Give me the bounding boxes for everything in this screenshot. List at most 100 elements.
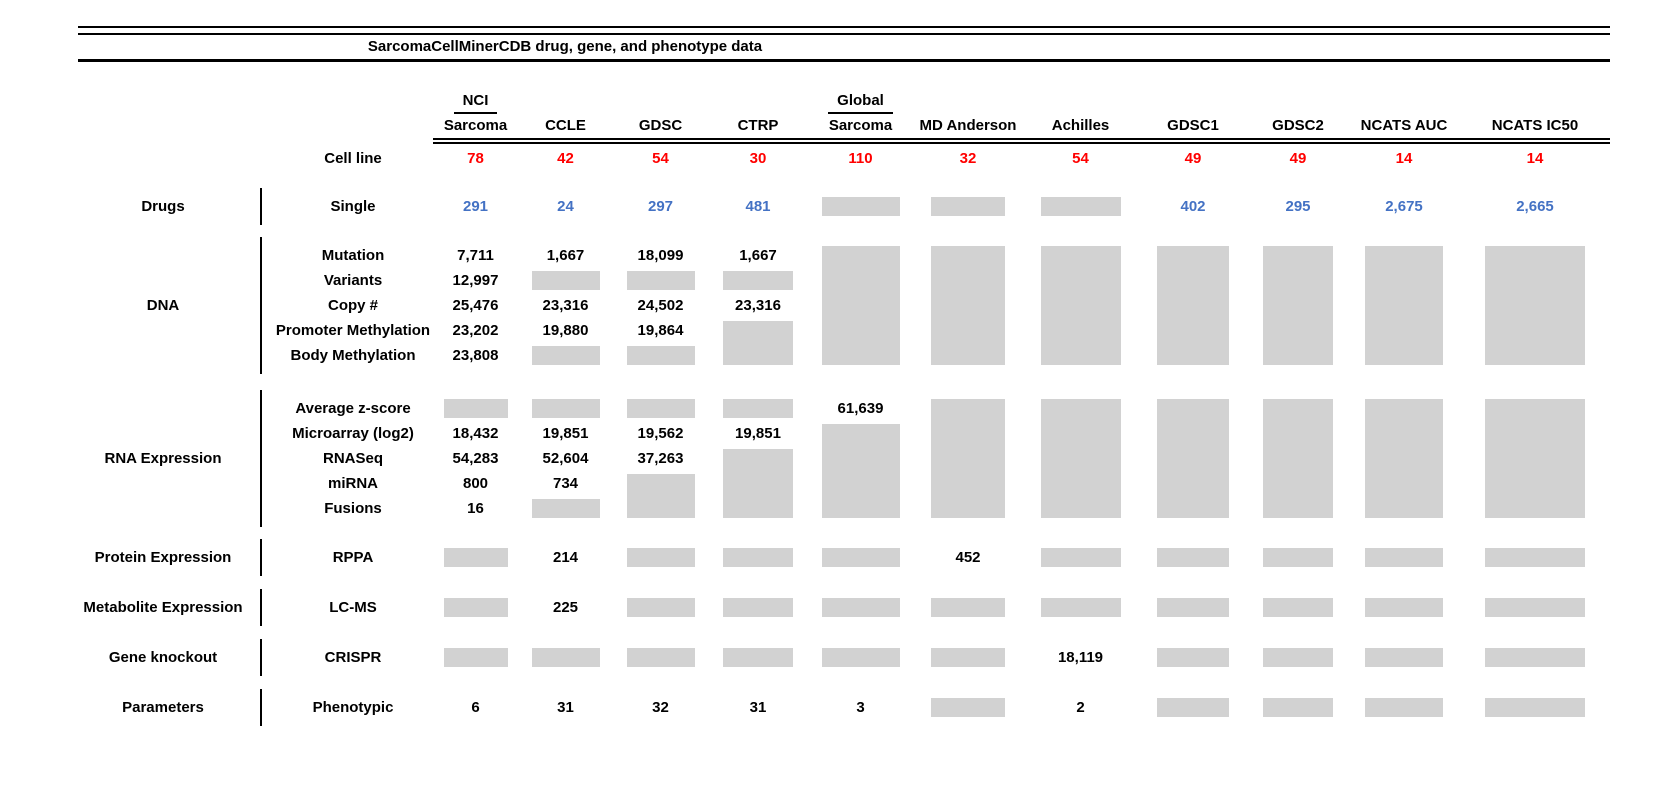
cell-value: 7,711 — [457, 247, 494, 264]
cell-value: 52,604 — [542, 450, 589, 467]
row-label: RNASeq — [322, 450, 383, 467]
cell-value: 3 — [856, 699, 865, 716]
section-rna-expression: RNA Expression Average z-score 61,639 Micro… — [78, 390, 1610, 527]
cell-value: 19,851 — [735, 425, 781, 442]
row-label: LC-MS — [329, 599, 377, 616]
header-col-label-gdsc2: GDSC2 — [1272, 117, 1324, 134]
cell-value: 18,119 — [1057, 649, 1104, 666]
cell-value: 291 — [462, 198, 489, 215]
no-data-block — [723, 648, 793, 667]
no-data-block — [1365, 548, 1443, 567]
cell-line-count: 32 — [959, 150, 977, 167]
header-col-label-ccle: CCLE — [545, 117, 586, 134]
cell-value: 24,502 — [637, 297, 684, 314]
data-table-figure: SarcomaCellMinerCDB drug, gene, and phen… — [78, 26, 1610, 726]
title-bottom-rule — [78, 59, 1610, 62]
header-top-label-text: Global — [828, 90, 893, 114]
cell-value: 214 — [552, 549, 579, 566]
no-data-block — [1485, 246, 1585, 365]
cell-line-count: 14 — [1526, 150, 1544, 167]
cell-value: 25,476 — [452, 297, 499, 314]
row-label: Fusions — [324, 500, 382, 517]
section-gene-knockout: Gene knockout CRISPR 18,119 — [78, 639, 1610, 676]
cell-value: 19,562 — [637, 425, 684, 442]
header-col-label-md-anderson: MD Anderson — [919, 117, 1017, 134]
category-label: Gene knockout — [108, 649, 218, 666]
cell-value: 23,808 — [452, 347, 499, 364]
no-data-block — [1263, 399, 1333, 518]
cell-value: 19,851 — [542, 425, 589, 442]
no-data-block — [531, 271, 600, 290]
no-data-block — [626, 271, 695, 290]
no-data-block — [931, 197, 1005, 216]
no-data-block — [1365, 698, 1443, 717]
row-label: Microarray (log2) — [292, 425, 414, 442]
no-data-block — [723, 598, 793, 617]
header-col-label-ncats-auc: NCATS AUC — [1360, 117, 1448, 134]
no-data-block — [1157, 648, 1229, 667]
row-label: miRNA — [327, 475, 378, 492]
no-data-block — [821, 548, 900, 567]
title-row: SarcomaCellMinerCDB drug, gene, and phen… — [78, 35, 1610, 59]
no-data-block — [1157, 598, 1229, 617]
no-data-block — [1040, 598, 1121, 617]
cell-value: 2,675 — [1385, 198, 1423, 215]
no-data-block — [821, 424, 900, 518]
no-data-block — [821, 246, 900, 365]
row-label: Mutation — [321, 247, 385, 264]
no-data-block — [1485, 698, 1585, 717]
cell-line-count: 49 — [1184, 150, 1202, 167]
title-top-rule — [78, 33, 1610, 35]
no-data-block — [821, 598, 900, 617]
no-data-block — [1365, 598, 1443, 617]
row-label: Single — [330, 198, 376, 215]
no-data-block — [1365, 399, 1443, 518]
cell-value: 1,667 — [546, 247, 585, 264]
no-data-block — [1157, 548, 1229, 567]
row-label: Promoter Methylation — [275, 322, 431, 339]
no-data-block — [821, 648, 900, 667]
header-col-label-achilles: Achilles — [1051, 117, 1110, 134]
category-label: RNA Expression — [104, 450, 222, 467]
no-data-block — [1040, 197, 1121, 216]
category-label: Protein Expression — [94, 549, 232, 566]
category-divider-bar — [259, 237, 262, 374]
section-drugs: Drugs Single 291 24 297 481 402 295 2,675 2,665 — [78, 188, 1610, 225]
no-data-block — [931, 246, 1005, 365]
no-data-block — [1365, 246, 1443, 365]
cell-line-count: 78 — [467, 150, 484, 167]
no-data-block — [443, 548, 508, 567]
no-data-block — [531, 499, 600, 518]
table-body: Drugs Single 291 24 297 481 402 295 2,675 2,665 DN… — [78, 188, 1610, 726]
header-col-label-sarcoma: Sarcoma — [443, 117, 508, 134]
cell-line-count: 54 — [1072, 150, 1089, 167]
no-data-block — [723, 449, 793, 518]
cell-line-count: 42 — [557, 150, 574, 167]
header-col-label-gdsc: GDSC — [638, 117, 683, 134]
no-data-block — [626, 399, 695, 418]
cell-line-label: Cell line — [324, 150, 382, 167]
cell-value: 23,316 — [542, 297, 589, 314]
header-top-label-text: NCI — [453, 90, 498, 114]
cell-value: 225 — [552, 599, 579, 616]
no-data-block — [821, 197, 900, 216]
cell-line-count: 110 — [848, 150, 873, 167]
no-data-block — [443, 399, 508, 418]
no-data-block — [531, 648, 600, 667]
section-dna: DNA Mutation 7,711 1,667 18,099 1,667 Variants… — [78, 237, 1610, 374]
row-label: Phenotypic — [312, 699, 394, 716]
row-label: Variants — [323, 272, 383, 289]
no-data-block — [931, 399, 1005, 518]
cell-value: 37,263 — [637, 450, 684, 467]
no-data-block — [931, 598, 1005, 617]
top-rule — [78, 26, 1610, 28]
header-col-label-ncats-ic50: NCATS IC50 — [1491, 117, 1579, 134]
no-data-block — [723, 548, 793, 567]
no-data-block — [723, 321, 793, 365]
cell-value: 31 — [557, 699, 574, 716]
cell-value: 452 — [955, 549, 981, 566]
category-label: Parameters — [122, 699, 204, 716]
header-top-label: NCI — [433, 90, 518, 114]
category-label: DNA — [146, 297, 180, 314]
no-data-block — [723, 271, 793, 290]
